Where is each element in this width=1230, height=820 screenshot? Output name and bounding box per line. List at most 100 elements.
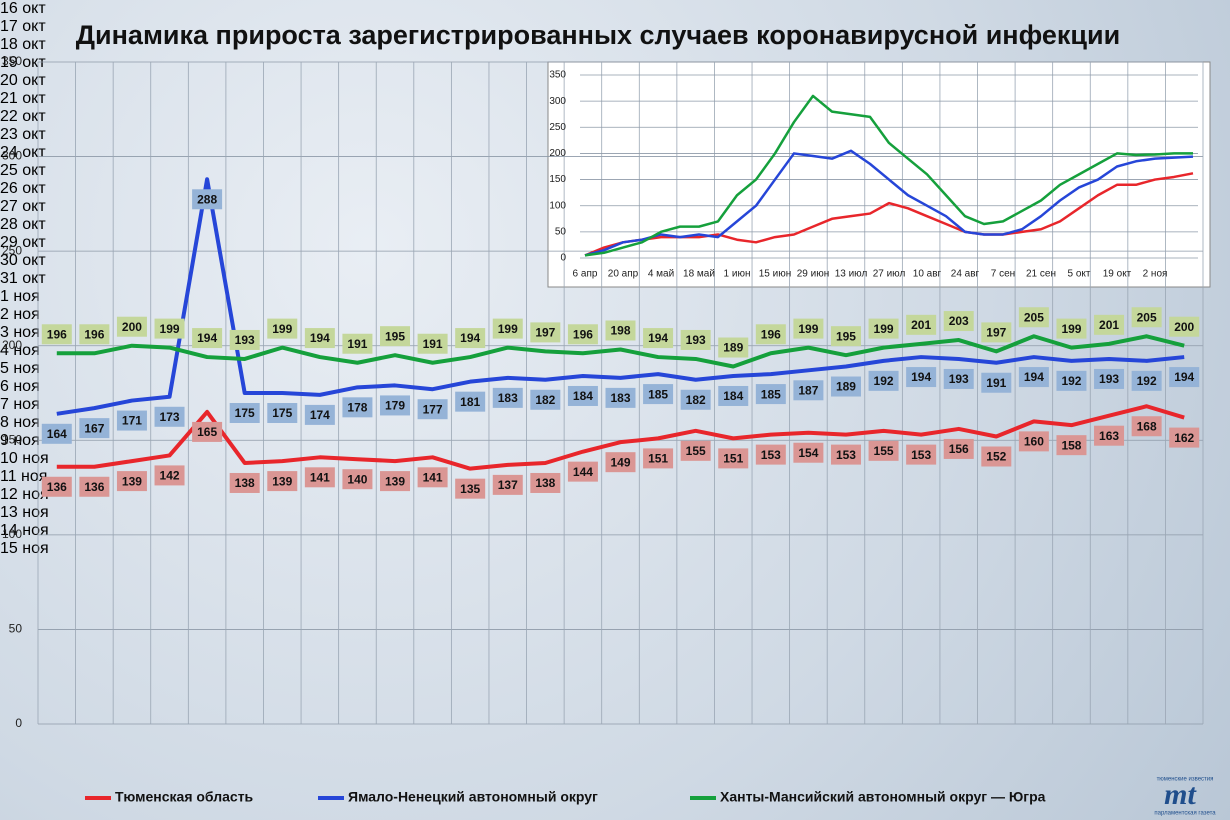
data-label: 191 <box>423 337 443 351</box>
x-tick-label: 6 ноя <box>0 378 40 395</box>
data-label: 199 <box>272 322 292 336</box>
data-label-box <box>605 452 636 473</box>
data-label-box <box>1131 307 1162 328</box>
data-label: 167 <box>84 421 104 435</box>
data-label: 196 <box>761 327 781 341</box>
data-label-box <box>830 326 861 347</box>
data-label-box <box>304 328 335 349</box>
data-label-box <box>755 324 786 345</box>
data-label-box <box>192 328 223 349</box>
x-tick-label: 26 окт <box>0 180 46 197</box>
data-label: 191 <box>347 337 367 351</box>
data-label-box <box>1056 370 1087 391</box>
x-tick-label: 18 окт <box>0 36 46 53</box>
x-tick-label: 2 ноя <box>0 306 40 323</box>
x-tick-label: 13 июл <box>835 269 868 280</box>
data-label-box <box>567 324 598 345</box>
data-label: 185 <box>761 387 781 401</box>
data-label: 137 <box>498 478 518 492</box>
data-label-box <box>192 421 223 442</box>
data-label: 139 <box>272 474 292 488</box>
x-tick-label: 11 ноя <box>0 468 48 485</box>
data-label-box <box>192 189 223 210</box>
data-label: 189 <box>723 341 743 355</box>
x-tick-label: 15 ноя <box>0 540 49 557</box>
x-tick-label: 12 ноя <box>0 486 49 503</box>
data-label-box <box>41 476 72 497</box>
data-label-box <box>492 387 523 408</box>
y-tick-label: 350 <box>549 70 566 81</box>
y-tick-label: 200 <box>549 148 566 159</box>
data-label-box <box>718 337 749 358</box>
data-label-box <box>906 314 937 335</box>
data-label: 163 <box>1099 429 1119 443</box>
data-label-box <box>1056 435 1087 456</box>
data-label: 173 <box>160 410 180 424</box>
data-label: 199 <box>874 322 894 336</box>
data-label: 152 <box>986 450 1006 464</box>
x-tick-label: 3 ноя <box>0 324 40 341</box>
y-tick-label: 250 <box>549 122 566 133</box>
data-label: 288 <box>197 192 217 206</box>
data-label-box <box>267 403 298 423</box>
data-label: 196 <box>84 327 104 341</box>
data-label-box <box>417 467 448 488</box>
data-label: 149 <box>610 455 630 469</box>
data-label: 141 <box>310 470 330 484</box>
data-label: 178 <box>347 400 367 414</box>
legend-label: Ханты-Мансийский автономный округ — Югра <box>720 789 1046 805</box>
data-label-box <box>793 442 824 463</box>
x-tick-label: 9 ноя <box>0 432 40 449</box>
data-label: 192 <box>1137 374 1157 388</box>
x-tick-label: 29 окт <box>0 234 46 251</box>
data-label-box <box>116 316 147 337</box>
data-label: 196 <box>47 327 67 341</box>
data-label: 154 <box>798 446 818 460</box>
data-label: 198 <box>610 324 630 338</box>
data-label: 205 <box>1024 310 1044 324</box>
data-label: 151 <box>723 452 743 466</box>
legend-label: Ямало-Ненецкий автономный округ <box>348 789 598 805</box>
series-line <box>56 177 1185 416</box>
x-tick-label: 30 окт <box>0 252 46 269</box>
data-label-box <box>643 384 674 405</box>
data-label-box <box>793 380 824 401</box>
data-label: 139 <box>385 474 405 488</box>
x-tick-label: 14 ноя <box>0 522 49 539</box>
data-label: 142 <box>160 469 180 483</box>
data-label-box <box>1094 425 1125 446</box>
logo-mark: mt <box>1164 778 1197 811</box>
data-label: 194 <box>460 331 480 345</box>
data-label: 164 <box>47 427 67 441</box>
data-label-box <box>342 469 373 490</box>
x-tick-label: 1 июн <box>724 269 751 280</box>
data-label: 182 <box>535 393 555 407</box>
y-tick-label: 100 <box>549 200 566 211</box>
x-tick-label: 27 июл <box>873 269 906 280</box>
data-label-box <box>1131 370 1162 391</box>
data-label: 194 <box>1024 370 1044 384</box>
data-label-box <box>530 472 561 493</box>
data-label: 201 <box>1099 318 1119 332</box>
data-label: 200 <box>1174 320 1194 334</box>
data-label-box <box>342 397 373 418</box>
x-tick-label: 4 ноя <box>0 342 40 359</box>
x-tick-label: 6 апр <box>573 269 598 280</box>
x-tick-label: 16 окт <box>0 0 46 17</box>
data-label-box <box>154 406 185 427</box>
data-label-box <box>906 444 937 465</box>
x-tick-label: 18 май <box>683 269 715 280</box>
x-tick-label: 24 авг <box>951 269 980 280</box>
data-label-box <box>868 370 899 391</box>
data-label: 199 <box>160 322 180 336</box>
x-tick-label: 15 июн <box>759 269 792 280</box>
data-label-box <box>79 476 110 497</box>
y-tick-label: 350 <box>2 54 22 68</box>
x-tick-label: 21 окт <box>0 90 46 107</box>
x-tick-label: 27 окт <box>0 198 46 215</box>
data-label-box <box>943 368 974 389</box>
logo-bottom: парламентская газета <box>1154 811 1216 817</box>
data-label: 144 <box>573 465 593 479</box>
data-label-box <box>605 320 636 341</box>
